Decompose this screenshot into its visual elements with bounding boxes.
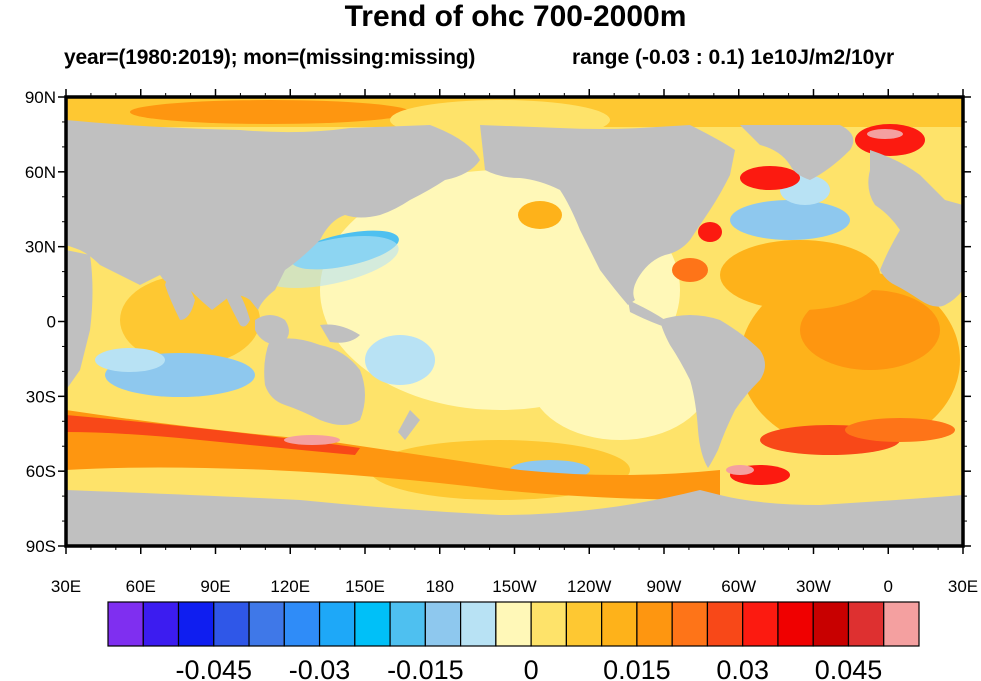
colorbar-label: -0.045 bbox=[176, 655, 253, 681]
lon-label: 60W bbox=[721, 577, 756, 596]
colorbar-swatch bbox=[742, 601, 779, 647]
chart-subtitle-right: range (-0.03 : 0.1) 1e10J/m2/10yr bbox=[572, 46, 895, 69]
lon-label: 150E bbox=[345, 577, 385, 596]
land-antarctica bbox=[66, 490, 963, 546]
southern-ocean-red bbox=[66, 415, 360, 455]
kuroshio-light-blue bbox=[261, 236, 399, 288]
nordic-red bbox=[855, 124, 925, 156]
land-central-america bbox=[628, 300, 668, 328]
land-sumatra-borneo bbox=[255, 315, 289, 345]
colorbar-swatch bbox=[177, 601, 215, 647]
colorbar-swatch bbox=[354, 601, 391, 647]
colorbar: -0.045 -0.03 -0.015 0 0.015 0.03 0.045 bbox=[107, 601, 920, 681]
south-atlantic-deep-orange bbox=[800, 290, 940, 370]
colorbar-swatch bbox=[142, 601, 180, 647]
colorbar-swatch bbox=[107, 601, 144, 647]
lat-label: 30S bbox=[26, 387, 56, 406]
colorbar-label: 0.015 bbox=[603, 655, 671, 681]
east-pacific-light-patch bbox=[530, 320, 710, 440]
colorbar-swatch bbox=[213, 601, 250, 647]
lon-label: 90W bbox=[647, 577, 682, 596]
land-india bbox=[165, 270, 195, 320]
colorbar-swatch bbox=[424, 601, 462, 647]
tasman-blue bbox=[365, 335, 435, 385]
colorbar-label: 0.03 bbox=[716, 655, 769, 681]
lon-label: 0 bbox=[884, 577, 893, 596]
lat-label: 0 bbox=[47, 313, 56, 332]
colorbar-swatch bbox=[389, 601, 426, 647]
map-axes: 90N 60N 30N 0 30S 60S 90S 30E 60E 90E 120E 150E 180 1… bbox=[25, 88, 978, 596]
lon-label: 30E bbox=[948, 577, 978, 596]
colorbar-label: -0.015 bbox=[387, 655, 464, 681]
colorbar-swatch bbox=[812, 601, 850, 647]
chart-subtitle-left: year=(1980:2019); mon=(missing:missing) bbox=[64, 46, 476, 69]
nordic-pink bbox=[867, 129, 903, 139]
colorbar-swatch bbox=[283, 601, 321, 647]
colorbar-swatch bbox=[565, 601, 603, 647]
land-east-africa bbox=[66, 250, 93, 390]
lat-label: 90S bbox=[26, 537, 56, 556]
colorbar-label: 0 bbox=[524, 655, 539, 681]
colorbar-swatch bbox=[883, 601, 920, 647]
greenland-red bbox=[740, 166, 800, 190]
lat-label: 60N bbox=[25, 163, 56, 182]
colorbar-swatch bbox=[460, 601, 497, 647]
indian-blue-2 bbox=[95, 348, 165, 372]
north-atlantic-blue bbox=[730, 200, 850, 240]
land-africa bbox=[880, 230, 963, 307]
land-new-zealand bbox=[398, 410, 420, 440]
land bbox=[66, 120, 963, 546]
colorbar-swatch bbox=[847, 601, 885, 647]
southern-ocean-pink bbox=[284, 435, 340, 445]
lon-label: 120W bbox=[567, 577, 611, 596]
south-atlantic-red-2 bbox=[845, 418, 955, 442]
gulf-mexico-orange bbox=[672, 258, 708, 282]
colorbar-swatch bbox=[777, 601, 814, 647]
north-pacific-orange bbox=[518, 201, 562, 229]
land-australia bbox=[264, 338, 365, 425]
land-europe bbox=[868, 150, 963, 230]
colorbar-swatch bbox=[671, 601, 709, 647]
north-atlantic-orange bbox=[720, 240, 880, 310]
lon-label: 30W bbox=[796, 577, 831, 596]
lon-label: 60E bbox=[126, 577, 156, 596]
lon-label: 120E bbox=[270, 577, 310, 596]
lat-label: 60S bbox=[26, 462, 56, 481]
colorbar-swatch bbox=[530, 601, 567, 647]
land-greenland bbox=[740, 125, 854, 180]
land-indochina bbox=[225, 280, 250, 327]
land-eurasia bbox=[66, 120, 480, 310]
lat-label: 30N bbox=[25, 238, 56, 257]
lon-label: 180 bbox=[426, 577, 454, 596]
lat-label: 90N bbox=[25, 88, 56, 107]
colorbar-label: -0.03 bbox=[289, 655, 351, 681]
gulfstream-red bbox=[698, 222, 722, 242]
drake-pink bbox=[726, 465, 754, 475]
colorbar-label: 0.045 bbox=[815, 655, 883, 681]
land-north-america bbox=[480, 125, 735, 305]
colorbar-swatch bbox=[636, 601, 673, 647]
land-south-america bbox=[660, 315, 765, 468]
lon-label: 150W bbox=[492, 577, 536, 596]
lon-label: 30E bbox=[51, 577, 81, 596]
colorbar-swatch bbox=[318, 601, 356, 647]
colorbar-swatch bbox=[601, 601, 638, 647]
map-area bbox=[66, 97, 963, 546]
land-new-guinea bbox=[320, 324, 360, 343]
arctic-orange bbox=[130, 100, 410, 124]
colorbar-swatch bbox=[706, 601, 744, 647]
chart-title: Trend of ohc 700-2000m bbox=[344, 0, 687, 33]
lon-label: 90E bbox=[200, 577, 230, 596]
colorbar-swatch bbox=[495, 601, 532, 647]
colorbar-swatch bbox=[248, 601, 285, 647]
